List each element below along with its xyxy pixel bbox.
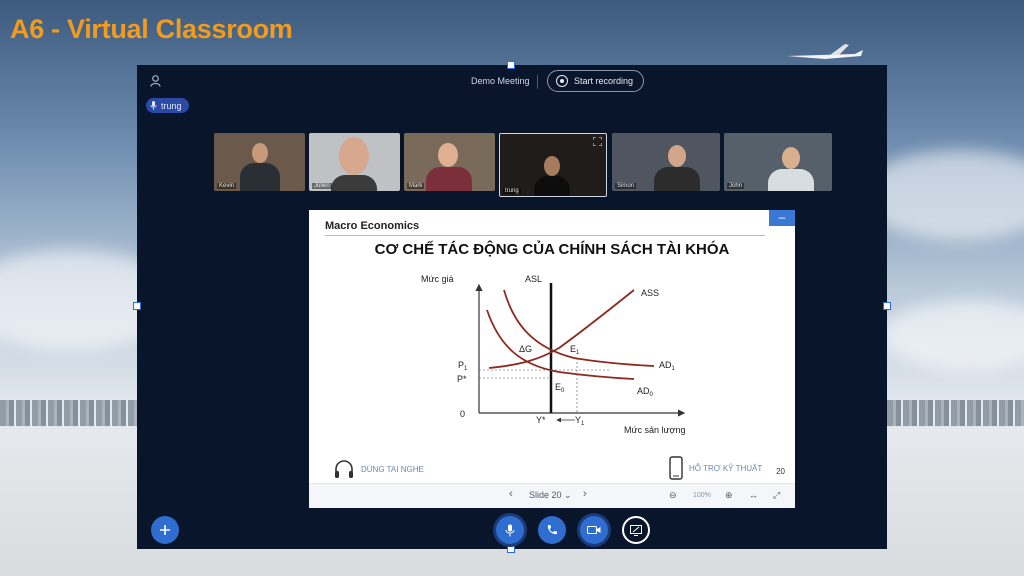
resize-handle[interactable]	[883, 302, 891, 310]
user-list-icon[interactable]	[150, 75, 161, 90]
toolbar-divider	[537, 75, 538, 89]
participant-name: John	[727, 183, 745, 189]
asl-label: ASL	[525, 274, 542, 284]
e0-label: E0	[555, 382, 565, 394]
ass-curve	[488, 289, 635, 369]
current-user-badge[interactable]: trung	[146, 98, 189, 113]
e1-label: E1	[570, 344, 580, 356]
ad-as-graph: Mức giá Mức sản lượng 0 ASL ASS AD1 AD0 …	[421, 274, 685, 435]
next-slide-button[interactable]: ›	[583, 488, 587, 500]
video-tile[interactable]: Julien	[309, 133, 400, 191]
virtual-classroom-window: Demo Meeting Start recording trung Kevin…	[133, 61, 891, 553]
video-tile[interactable]: Kevin	[214, 133, 305, 191]
record-label: Start recording	[574, 76, 634, 86]
actions-button[interactable]	[151, 516, 179, 544]
page-number: 20	[776, 467, 785, 476]
video-tile[interactable]: Simon	[612, 133, 720, 191]
zoom-level: 100%	[693, 492, 711, 499]
share-screen-button[interactable]	[622, 516, 650, 544]
slide-heading: CƠ CHẾ TÁC ĐỘNG CỦA CHÍNH SÁCH TÀI KHÓA	[374, 241, 730, 258]
fit-width-icon[interactable]: ↔	[749, 490, 758, 500]
y1-label: Y1	[575, 415, 585, 427]
delta-g-label: ΔG	[519, 344, 532, 354]
headphones-note: DÙNG TAI NGHE	[333, 458, 424, 480]
share-webcam-button[interactable]	[580, 516, 608, 544]
x-axis-label: Mức sản lượng	[624, 425, 685, 435]
presentation-toolbar: ‹ Slide 20 ⌄ › ⊖ 100% ⊕ ↔ ⤢	[309, 483, 795, 508]
background-skyline	[887, 400, 1024, 426]
start-recording-button[interactable]: Start recording	[547, 70, 645, 92]
origin-label: 0	[460, 409, 465, 419]
headphones-icon	[335, 460, 353, 478]
header-rule	[325, 235, 765, 236]
leave-audio-button[interactable]	[538, 516, 566, 544]
participant-name: Kevin	[217, 183, 237, 189]
page-title: A6 - Virtual Classroom	[10, 14, 293, 44]
screen-share-icon	[630, 524, 642, 536]
zoom-out-button[interactable]: ⊖	[669, 490, 677, 500]
ad0-curve	[486, 309, 635, 380]
fullscreen-icon[interactable]	[593, 137, 602, 146]
p1-label: P1	[458, 360, 468, 372]
ad0-label: AD0	[637, 386, 654, 398]
phone-icon	[669, 456, 683, 480]
resize-handle[interactable]	[133, 302, 141, 310]
ad1-label: AD1	[659, 360, 676, 372]
phone-icon	[547, 525, 557, 535]
record-icon	[556, 75, 568, 87]
airplane-image	[787, 44, 863, 59]
background-cloud	[860, 150, 1024, 240]
microphone-icon	[505, 524, 515, 536]
plus-icon	[160, 525, 170, 535]
ass-label: ASS	[641, 288, 659, 298]
participant-name: Mark	[407, 183, 425, 189]
resize-handle[interactable]	[507, 61, 515, 69]
presentation-area: Macro Economics – CƠ CHẾ TÁC ĐỘNG CỦA CH…	[309, 210, 795, 508]
previous-slide-button[interactable]: ‹	[509, 488, 513, 500]
video-tile[interactable]: John	[724, 133, 832, 191]
user-name: trung	[161, 100, 182, 111]
background-cloud	[880, 300, 1024, 370]
slide-selector[interactable]: Slide 20 ⌄	[529, 490, 572, 500]
background-skyline	[0, 400, 137, 426]
fullscreen-slide-icon[interactable]: ⤢	[773, 490, 781, 500]
minimize-presentation-button[interactable]: –	[769, 210, 795, 226]
participant-name: Simon	[615, 183, 637, 189]
ad1-curve	[503, 289, 655, 367]
zoom-in-button[interactable]: ⊕	[725, 490, 733, 500]
tech-support-note: HỖ TRỢ KỸ THUẬT	[669, 456, 762, 480]
participant-name: trung	[503, 188, 521, 194]
meeting-name: Demo Meeting	[471, 76, 530, 86]
microphone-icon	[150, 101, 157, 110]
course-name: Macro Economics	[325, 220, 420, 232]
resize-handle[interactable]	[507, 545, 515, 553]
participant-name: Julien	[312, 183, 332, 189]
video-tile-active[interactable]: trung	[499, 133, 607, 197]
y-axis-label: Mức giá	[421, 274, 454, 284]
mute-button[interactable]	[496, 516, 524, 544]
video-tile[interactable]: Mark	[404, 133, 495, 191]
camera-icon	[587, 525, 601, 535]
pstar-label: P*	[457, 374, 467, 384]
ystar-label: Y*	[536, 415, 546, 425]
